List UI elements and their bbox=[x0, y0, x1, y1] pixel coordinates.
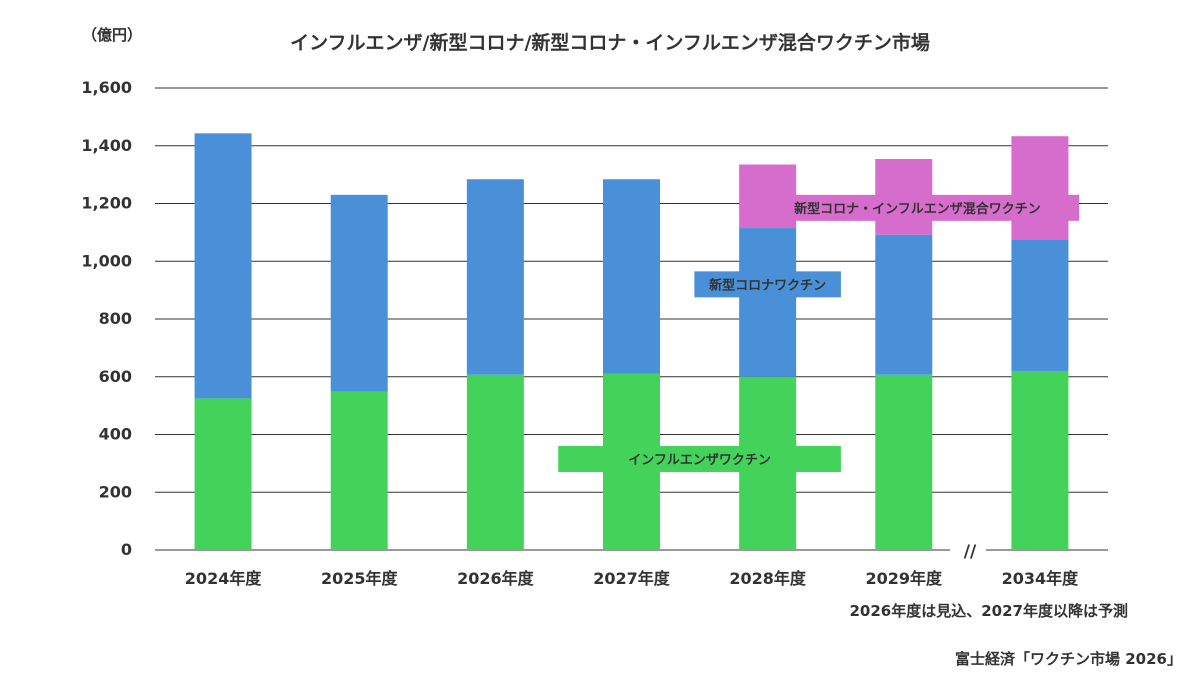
y-tick-label: 800 bbox=[99, 309, 132, 328]
series-label: インフルエンザワクチン bbox=[628, 453, 771, 468]
series-labels bbox=[558, 194, 1080, 473]
bar-segment-series-0 bbox=[466, 374, 524, 550]
source-credit: 富士経済「ワクチン市場 2026」 bbox=[955, 650, 1182, 668]
bar-segment-series-1 bbox=[875, 234, 933, 375]
series-label-band bbox=[755, 194, 1080, 221]
x-category-label: 2029年度 bbox=[866, 569, 944, 588]
axis-break: // bbox=[950, 540, 986, 562]
series-label-band bbox=[558, 446, 841, 473]
unit-label: （億円） bbox=[82, 26, 142, 44]
x-axis-categories: 2024年度 2025年度 2026年度 2027年度 2028年度 2029年度 2034… bbox=[185, 569, 1079, 588]
series-label: 新型コロナワクチン bbox=[709, 277, 826, 293]
y-tick-label: 0 bbox=[121, 540, 132, 559]
bar-segment-series-1 bbox=[603, 179, 660, 374]
series-label: 新型コロナ・インフルエンザ混合ワクチン bbox=[794, 201, 1041, 217]
series-label-band bbox=[694, 271, 841, 298]
bar-segment-series-1 bbox=[194, 133, 252, 399]
y-tick-label: 1,000 bbox=[81, 251, 132, 270]
bar-segment-series-2 bbox=[1011, 136, 1069, 240]
bar-segment-series-1 bbox=[739, 228, 797, 377]
x-category-label: 2024年度 bbox=[185, 569, 263, 588]
bar-segment-series-0 bbox=[194, 398, 252, 550]
y-axis-ticks: 0 200 400 600 800 1,000 1,200 1,400 1,600 bbox=[81, 78, 132, 559]
bar-segment-series-1 bbox=[466, 179, 524, 375]
chart-title: インフルエンザ/新型コロナ/新型コロナ・インフルエンザ混合ワクチン市場 bbox=[290, 31, 930, 54]
x-category-label: 2027年度 bbox=[593, 569, 671, 588]
y-tick-label: 400 bbox=[99, 425, 132, 444]
x-category-label: 2028年度 bbox=[729, 569, 807, 588]
y-tick-label: 1,400 bbox=[81, 136, 132, 155]
x-category-label: 2026年度 bbox=[457, 569, 535, 588]
bar-segment-series-0 bbox=[875, 374, 933, 550]
x-category-label: 2034年度 bbox=[1002, 569, 1080, 588]
x-category-label: 2025年度 bbox=[321, 569, 399, 588]
y-tick-label: 1,600 bbox=[81, 78, 132, 97]
bar-segment-series-1 bbox=[330, 194, 388, 392]
bar-segment-series-1 bbox=[1011, 239, 1069, 371]
bar-segment-series-0 bbox=[1011, 370, 1069, 550]
forecast-note: 2026年度は見込、2027年度以降は予測 bbox=[850, 602, 1129, 620]
bar-segment-series-0 bbox=[330, 391, 388, 550]
y-tick-label: 200 bbox=[99, 482, 132, 501]
bars bbox=[194, 133, 1069, 550]
y-tick-label: 1,200 bbox=[81, 194, 132, 213]
axis-break-mark: // bbox=[964, 542, 977, 562]
y-tick-label: 600 bbox=[99, 367, 132, 386]
